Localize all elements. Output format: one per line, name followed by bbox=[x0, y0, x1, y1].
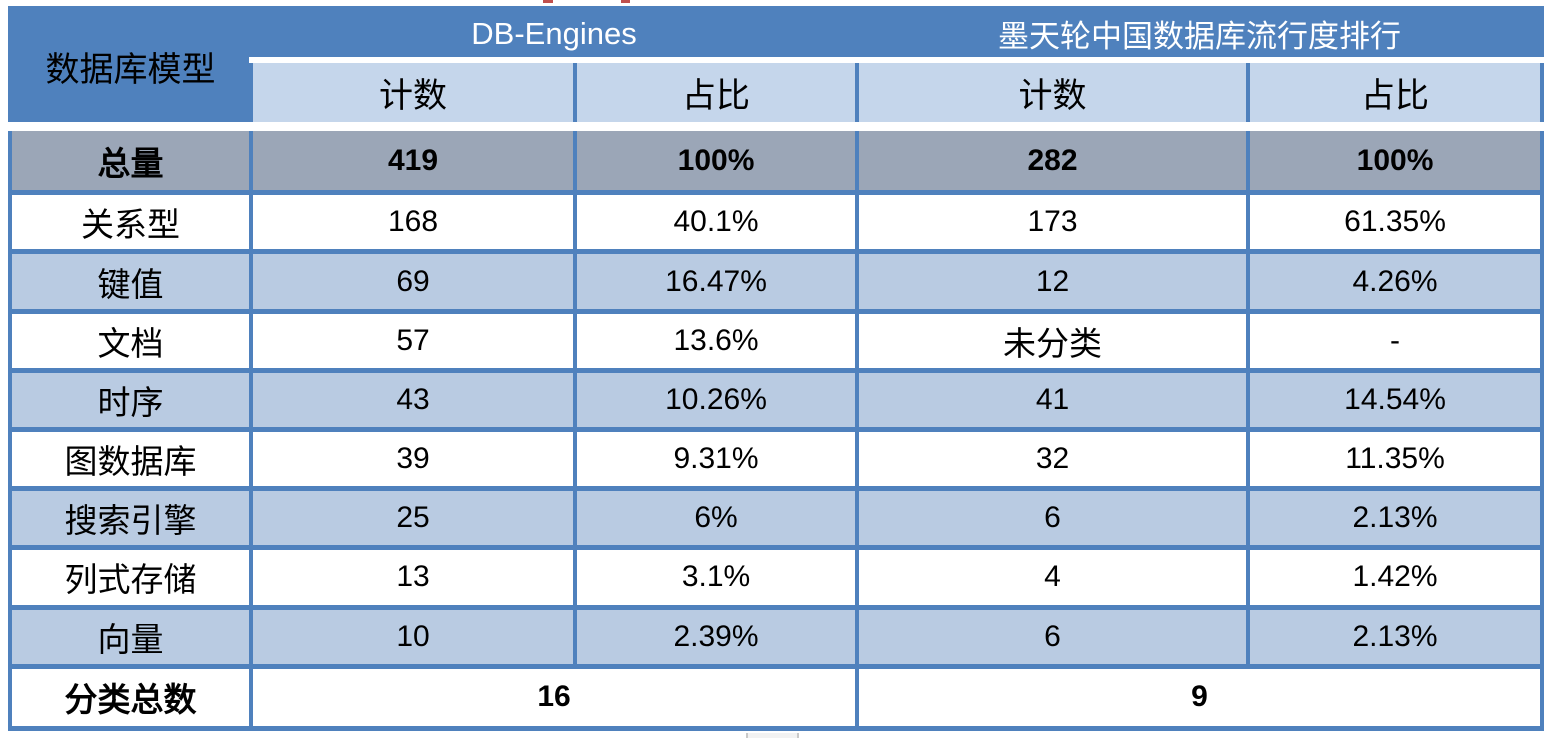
cell-dbengines-category-total: 16 bbox=[248, 663, 860, 732]
cell-value: 2.39% bbox=[572, 604, 860, 669]
clipped-scrollbar-fragment bbox=[746, 733, 799, 738]
row-label: 总量 bbox=[8, 121, 253, 196]
cell-value: 6 bbox=[855, 486, 1251, 551]
table-row-column-store: 列式存储 13 3.1% 4 1.42% bbox=[8, 545, 1545, 610]
clipped-red-text-fragment-left bbox=[543, 0, 553, 3]
cell-value: 2.13% bbox=[1246, 604, 1545, 669]
cell-value: 9.31% bbox=[572, 426, 860, 492]
table-row-time-series: 时序 43 10.26% 41 14.54% bbox=[8, 367, 1545, 432]
cell-value: 4.26% bbox=[1246, 249, 1545, 314]
row-label: 图数据库 bbox=[8, 426, 253, 492]
cell-value: 25 bbox=[249, 486, 577, 551]
cell-value: 11.35% bbox=[1246, 426, 1545, 492]
cell-modb-category-total: 9 bbox=[855, 663, 1545, 732]
table-row-graph: 图数据库 39 9.31% 32 11.35% bbox=[8, 426, 1545, 492]
clipped-red-text-fragment-right bbox=[621, 0, 630, 3]
table-row-vector: 向量 10 2.39% 6 2.13% bbox=[8, 604, 1545, 669]
table-row-search-engine: 搜索引擎 25 6% 6 2.13% bbox=[8, 486, 1545, 551]
database-model-comparison-table: 数据库模型 DB-Engines 墨天轮中国数据库流行度排行 计数 占比 计数 … bbox=[8, 6, 1545, 732]
cell-value: 100% bbox=[572, 121, 860, 196]
col-header-dbengines-share: 占比 bbox=[572, 56, 860, 131]
table-row-category-totals: 分类总数 16 9 bbox=[8, 663, 1545, 732]
cell-value: 40.1% bbox=[572, 190, 860, 255]
group-header-row: 数据库模型 DB-Engines 墨天轮中国数据库流行度排行 bbox=[8, 6, 1545, 129]
cell-value: 39 bbox=[249, 426, 577, 492]
table-row-total: 总量 419 100% 282 100% bbox=[8, 121, 1545, 196]
cell-value: - bbox=[1246, 308, 1545, 373]
cell-value: 12 bbox=[855, 249, 1251, 314]
row-label: 分类总数 bbox=[8, 663, 253, 732]
cell-value: 2.13% bbox=[1246, 486, 1545, 551]
row-label: 关系型 bbox=[8, 190, 253, 255]
cell-value: 69 bbox=[249, 249, 577, 314]
cell-value: 16.47% bbox=[572, 249, 860, 314]
cell-value: 10.26% bbox=[572, 367, 860, 432]
cell-value: 41 bbox=[855, 367, 1251, 432]
cell-value: 13 bbox=[249, 545, 577, 610]
cell-value: 100% bbox=[1246, 121, 1545, 196]
cell-value: 3.1% bbox=[572, 545, 860, 610]
col-header-dbengines-count: 计数 bbox=[249, 56, 577, 131]
cell-value: 419 bbox=[249, 121, 577, 196]
cell-value: 61.35% bbox=[1246, 190, 1545, 255]
cell-value: 43 bbox=[249, 367, 577, 432]
cell-value: 10 bbox=[249, 604, 577, 669]
col-header-modb-share: 占比 bbox=[1246, 56, 1545, 131]
corner-header-database-model: 数据库模型 bbox=[8, 6, 253, 129]
cell-value: 14.54% bbox=[1246, 367, 1545, 432]
cell-value: 282 bbox=[855, 121, 1251, 196]
cell-value: 4 bbox=[855, 545, 1251, 610]
table-row-key-value: 键值 69 16.47% 12 4.26% bbox=[8, 249, 1545, 314]
cell-value: 57 bbox=[249, 308, 577, 373]
table-row-relational: 关系型 168 40.1% 173 61.35% bbox=[8, 190, 1545, 255]
cell-value: 32 bbox=[855, 426, 1251, 492]
col-header-modb-count: 计数 bbox=[855, 56, 1251, 131]
cell-value: 6% bbox=[572, 486, 860, 551]
cell-value-unclassified: 未分类 bbox=[855, 308, 1251, 373]
row-label: 时序 bbox=[8, 367, 253, 432]
row-label: 搜索引擎 bbox=[8, 486, 253, 551]
row-label: 向量 bbox=[8, 604, 253, 669]
cell-value: 6 bbox=[855, 604, 1251, 669]
sub-header-row: 计数 占比 计数 占比 bbox=[10, 56, 1545, 131]
cell-value: 1.42% bbox=[1246, 545, 1545, 610]
row-label: 列式存储 bbox=[8, 545, 253, 610]
group-header-db-engines: DB-Engines bbox=[248, 6, 860, 63]
table-row-document: 文档 57 13.6% 未分类 - bbox=[8, 308, 1545, 373]
group-header-modb-ranking: 墨天轮中国数据库流行度排行 bbox=[855, 6, 1545, 63]
cell-value: 168 bbox=[249, 190, 577, 255]
cell-value: 173 bbox=[855, 190, 1251, 255]
cell-value: 13.6% bbox=[572, 308, 860, 373]
row-label: 文档 bbox=[8, 308, 253, 373]
row-label: 键值 bbox=[8, 249, 253, 314]
